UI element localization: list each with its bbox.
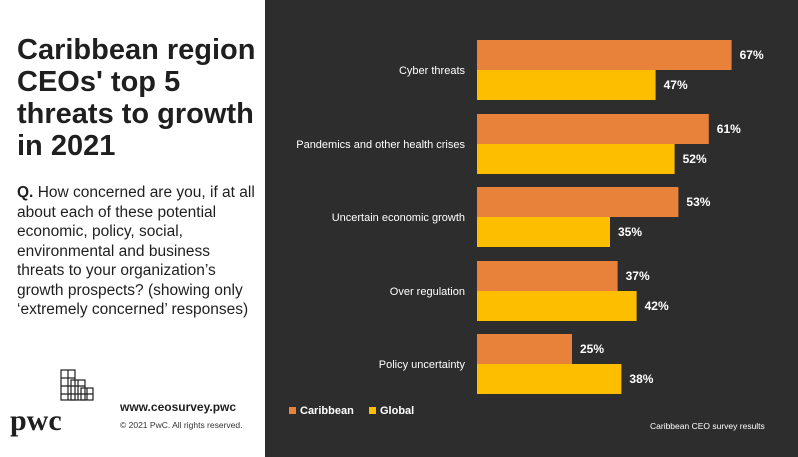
copyright: © 2021 PwC. All rights reserved. (120, 420, 243, 430)
question-prefix: Q. (17, 184, 34, 201)
bar-caribbean (477, 187, 679, 217)
bar-global (477, 217, 610, 247)
website-url[interactable]: www.ceosurvey.pwc (120, 400, 237, 414)
legend-swatch-caribbean (289, 407, 296, 414)
category-label: Pandemics and other health crises (296, 139, 465, 151)
bar-caribbean (477, 261, 618, 291)
bar-global (477, 70, 656, 100)
data-label: 25% (580, 342, 604, 356)
chart-panel: Cyber threats 67% 47% Pandemics and other h… (265, 0, 798, 457)
bar-global (477, 144, 675, 174)
legend-swatch-global (369, 407, 376, 414)
pwc-logo-icon: pwc (10, 369, 94, 437)
category-label: Cyber threats (399, 65, 466, 77)
category-label: Uncertain economic growth (332, 212, 465, 224)
data-label: 53% (686, 195, 710, 209)
category-label: Policy uncertainty (379, 359, 466, 371)
data-label: 38% (629, 372, 653, 386)
data-label: 52% (683, 152, 707, 166)
pwc-logo-text: pwc (10, 404, 62, 437)
data-label: 37% (626, 269, 650, 283)
category-label: Over regulation (390, 286, 465, 298)
bar-chart: Cyber threats 67% 47% Pandemics and other h… (289, 40, 764, 417)
left-panel: Caribbean region CEOs' top 5 threats to … (0, 0, 265, 457)
legend-label-caribbean: Caribbean (300, 405, 354, 417)
data-label: 67% (740, 48, 764, 62)
source-note: Caribbean CEO survey results (650, 421, 765, 431)
bar-global (477, 291, 637, 321)
bar-caribbean (477, 40, 732, 70)
legend-label-global: Global (380, 405, 414, 417)
bar-global (477, 364, 622, 394)
data-label: 35% (618, 225, 642, 239)
bar-caribbean (477, 334, 572, 364)
page-title: Caribbean region CEOs' top 5 threats to … (17, 34, 256, 162)
survey-question: Q. How concerned are you, if at all abou… (17, 183, 257, 320)
question-text: How concerned are you, if at all about e… (17, 184, 255, 318)
data-label: 61% (717, 122, 741, 136)
bar-caribbean (477, 114, 709, 144)
data-label: 47% (664, 78, 688, 92)
data-label: 42% (645, 299, 669, 313)
